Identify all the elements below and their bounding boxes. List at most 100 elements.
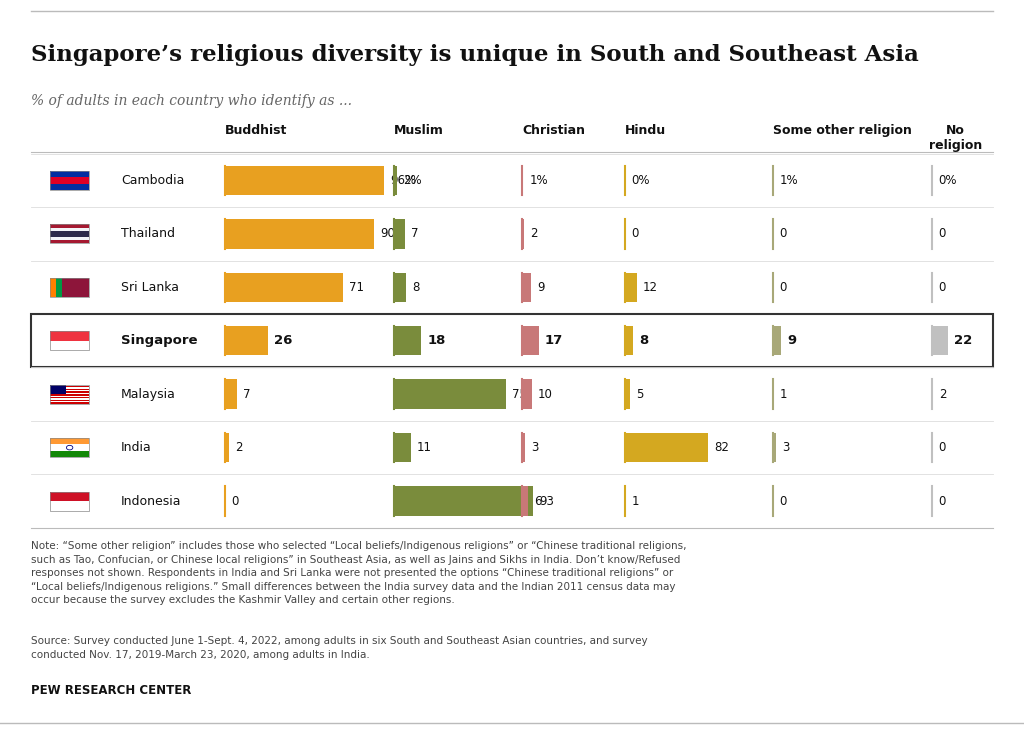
Bar: [625, 379, 630, 409]
Bar: [773, 326, 780, 356]
Bar: [50, 224, 89, 243]
Text: Indonesia: Indonesia: [121, 495, 181, 507]
Bar: [522, 272, 530, 302]
Bar: [50, 397, 89, 398]
Bar: [50, 389, 89, 390]
Bar: [50, 237, 89, 240]
Text: 2%: 2%: [403, 174, 422, 187]
FancyBboxPatch shape: [31, 314, 993, 367]
Text: 0: 0: [938, 228, 945, 240]
Text: 8: 8: [639, 335, 648, 347]
Bar: [522, 433, 525, 463]
Bar: [50, 228, 89, 231]
Bar: [50, 277, 56, 297]
Text: 2: 2: [234, 441, 243, 454]
Text: 5: 5: [636, 388, 643, 400]
Bar: [50, 398, 89, 400]
Bar: [225, 165, 384, 195]
Text: Cambodia: Cambodia: [121, 174, 184, 187]
Bar: [50, 277, 89, 297]
Text: 0: 0: [779, 495, 786, 507]
Text: 3: 3: [782, 441, 790, 454]
Bar: [625, 272, 637, 302]
Bar: [522, 219, 524, 249]
Text: 82: 82: [714, 441, 729, 454]
Text: Sri Lanka: Sri Lanka: [121, 281, 179, 294]
Bar: [50, 184, 89, 190]
Text: Buddhist: Buddhist: [225, 124, 288, 138]
Bar: [50, 331, 89, 340]
Text: 10: 10: [538, 388, 553, 400]
Text: 11: 11: [417, 441, 432, 454]
Bar: [50, 224, 89, 228]
Bar: [625, 433, 708, 463]
Text: Note: “Some other religion” includes those who selected “Local beliefs/Indigenou: Note: “Some other religion” includes tho…: [31, 541, 686, 605]
Text: 1%: 1%: [780, 174, 799, 187]
Text: 9: 9: [786, 335, 796, 347]
Text: 0: 0: [779, 281, 786, 294]
Text: 12: 12: [643, 281, 658, 294]
Text: 0: 0: [938, 281, 945, 294]
Bar: [50, 400, 89, 401]
Text: Singapore: Singapore: [121, 335, 198, 347]
Bar: [225, 219, 374, 249]
Bar: [773, 433, 776, 463]
Bar: [50, 231, 89, 237]
Bar: [50, 392, 89, 393]
Bar: [50, 401, 89, 403]
Bar: [625, 326, 633, 356]
Text: % of adults in each country who identify as ...: % of adults in each country who identify…: [31, 94, 351, 108]
Text: 71: 71: [349, 281, 364, 294]
Bar: [394, 486, 534, 516]
Bar: [394, 219, 404, 249]
Text: 26: 26: [274, 335, 293, 347]
Text: 8: 8: [413, 281, 420, 294]
Bar: [50, 491, 89, 510]
Text: No
religion: No religion: [929, 124, 982, 152]
Bar: [50, 240, 89, 243]
Text: 0: 0: [938, 495, 945, 507]
Text: 2: 2: [939, 388, 947, 400]
Bar: [56, 277, 61, 297]
Bar: [932, 379, 933, 409]
Text: 0%: 0%: [938, 174, 956, 187]
Text: 0: 0: [631, 228, 638, 240]
Bar: [225, 379, 237, 409]
Bar: [50, 438, 89, 444]
Bar: [50, 491, 89, 501]
Bar: [50, 390, 89, 392]
Bar: [394, 165, 397, 195]
Bar: [394, 326, 421, 356]
Bar: [522, 326, 539, 356]
Bar: [932, 326, 948, 356]
Text: Muslim: Muslim: [394, 124, 444, 138]
Text: Thailand: Thailand: [121, 228, 175, 240]
Bar: [50, 331, 89, 350]
Bar: [394, 379, 506, 409]
Text: 93: 93: [540, 495, 554, 507]
Bar: [50, 384, 89, 404]
Text: 17: 17: [545, 335, 563, 347]
Bar: [50, 403, 89, 404]
Text: 75: 75: [512, 388, 527, 400]
Text: 0: 0: [938, 441, 945, 454]
Bar: [50, 501, 89, 510]
Bar: [225, 433, 228, 463]
Bar: [50, 386, 89, 387]
Bar: [50, 444, 89, 451]
Text: Singapore’s religious diversity is unique in South and Southeast Asia: Singapore’s religious diversity is uniqu…: [31, 44, 919, 66]
Text: 0: 0: [231, 495, 239, 507]
Bar: [50, 340, 89, 350]
Text: 7: 7: [243, 388, 251, 400]
Bar: [50, 395, 89, 397]
Text: 22: 22: [954, 335, 973, 347]
Text: India: India: [121, 441, 152, 454]
Text: 7: 7: [411, 228, 419, 240]
Text: 1: 1: [632, 495, 639, 507]
Bar: [50, 171, 89, 190]
Bar: [50, 393, 89, 394]
Text: Source: Survey conducted June 1-Sept. 4, 2022, among adults in six South and Sou: Source: Survey conducted June 1-Sept. 4,…: [31, 636, 647, 660]
Bar: [522, 379, 531, 409]
Bar: [50, 387, 89, 389]
Text: 9: 9: [537, 281, 545, 294]
